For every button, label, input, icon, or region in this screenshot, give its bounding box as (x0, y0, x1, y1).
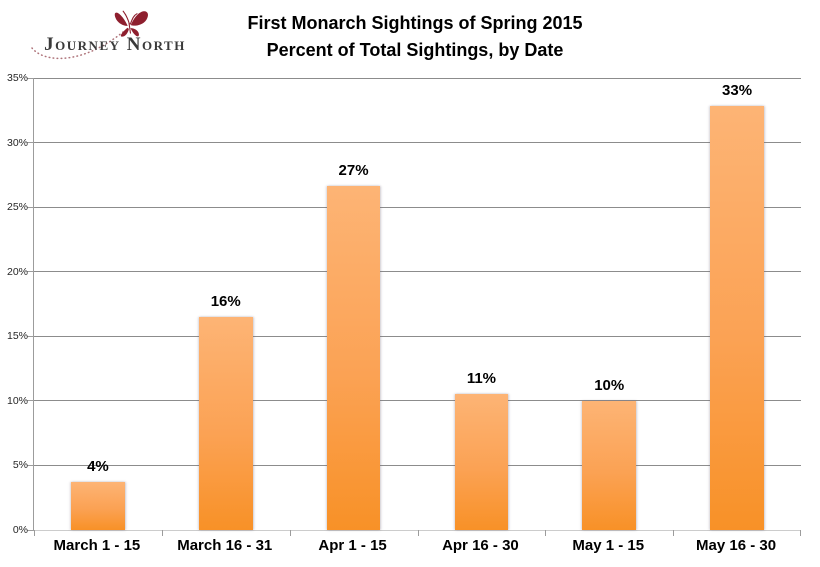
bar-value-label: 33% (722, 82, 753, 100)
y-axis-tick (27, 335, 34, 337)
gridline (34, 271, 801, 273)
bar-value-label: 16% (210, 292, 241, 310)
bar (582, 400, 637, 530)
bar-value-label: 27% (338, 162, 369, 180)
x-axis-tick (34, 530, 35, 536)
gridline (34, 77, 801, 79)
x-axis-tick-label: March 1 - 15 (53, 537, 141, 554)
x-axis-tick (417, 530, 419, 536)
x-axis-tick (161, 530, 163, 536)
x-axis-tick-label: May 1 - 15 (572, 537, 645, 554)
journey-north-logo: Journey North (26, 2, 204, 68)
gridline (34, 206, 801, 208)
bar (454, 394, 509, 530)
y-axis-tick-label: 35% (6, 72, 28, 84)
y-axis-tick-label: 15% (6, 330, 28, 343)
bar (198, 316, 253, 530)
bar-value-label: 11% (466, 370, 497, 388)
x-axis-tick (545, 530, 547, 536)
y-axis-tick (27, 400, 34, 402)
logo-swoosh-dotted-line (31, 31, 124, 60)
logo-text: Journey North (44, 34, 186, 55)
y-axis-tick (27, 271, 34, 273)
y-axis-tick (27, 77, 34, 79)
y-axis-tick-label: 10% (6, 394, 28, 407)
x-axis-tick (289, 530, 291, 536)
y-axis-tick (27, 464, 34, 466)
chart-title: First Monarch Sightings of Spring 2015 (247, 13, 583, 33)
y-axis-tick-label: 25% (6, 201, 28, 214)
bar (710, 106, 764, 530)
y-axis-tick-label: 20% (6, 265, 28, 278)
bar-value-label: 4% (87, 458, 109, 476)
y-axis-tick (27, 206, 34, 208)
x-axis-tick (800, 530, 801, 536)
y-axis-tick-label: 30% (6, 136, 28, 149)
x-axis-tick (673, 530, 675, 536)
chart-subtitle: Percent of Total Sightings, by Date (266, 40, 564, 60)
bar (326, 186, 381, 530)
butterfly-icon (114, 10, 148, 37)
y-axis-tick-label: 5% (12, 459, 28, 472)
x-axis-tick-label: May 16 - 30 (696, 537, 777, 554)
x-axis-tick-label: Apr 16 - 30 (442, 537, 519, 554)
gridline (34, 464, 801, 466)
logo-art (31, 10, 148, 60)
x-axis-tick-label: March 16 - 31 (177, 537, 273, 554)
y-axis-tick-label: 0% (12, 524, 28, 536)
plot-area: 4% 16% 27% 11% 10% 33% (27, 77, 801, 536)
chart-title-block: First Monarch Sightings of Spring 2015 P… (10, 10, 820, 64)
gridline (34, 142, 801, 144)
bar-value-label: 10% (594, 376, 625, 394)
y-axis-tick (27, 142, 34, 144)
gridline (34, 400, 801, 402)
bar (71, 482, 125, 530)
y-axis-tick (27, 529, 34, 531)
gridline (34, 335, 801, 337)
x-axis-tick-label: Apr 1 - 15 (318, 537, 387, 554)
